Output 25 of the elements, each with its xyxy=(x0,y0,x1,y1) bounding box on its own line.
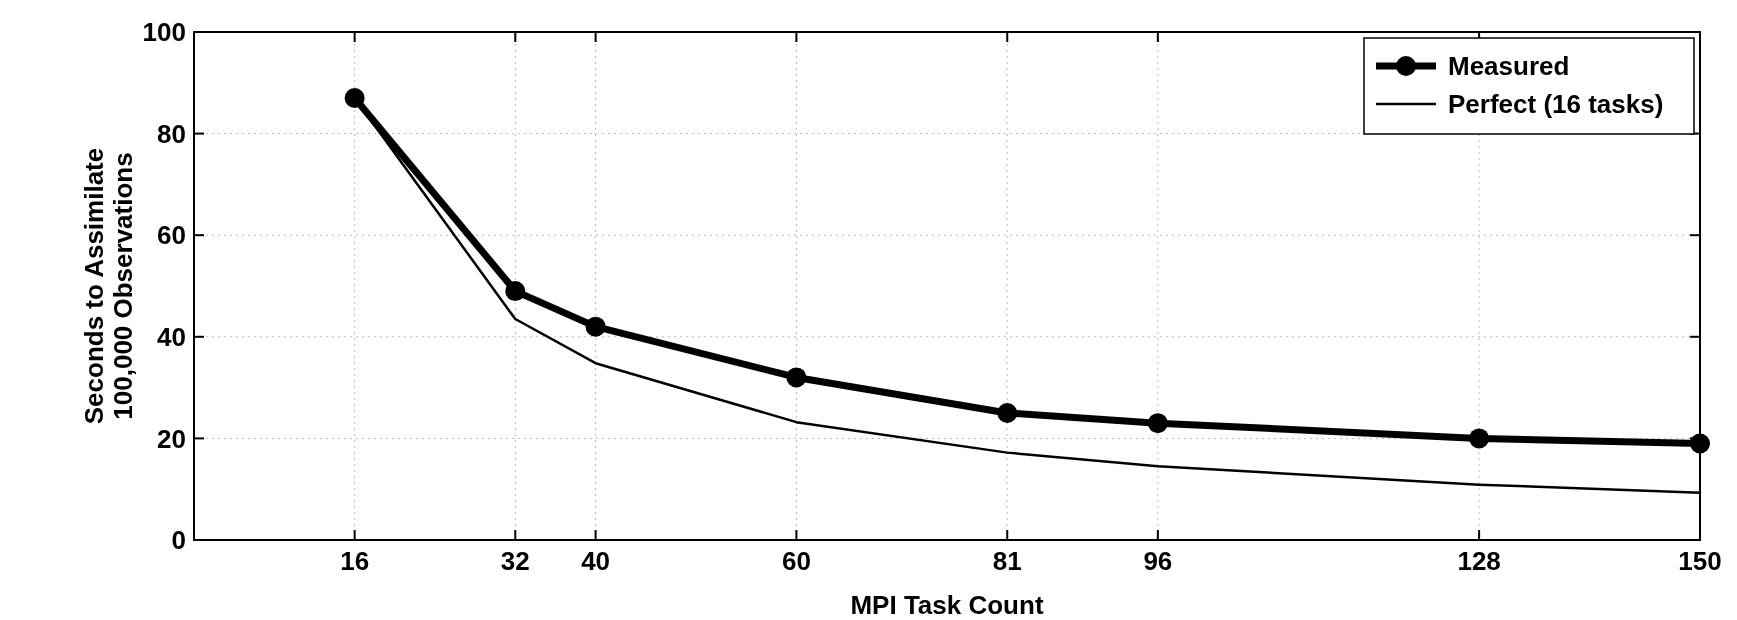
point xyxy=(585,316,606,337)
point xyxy=(997,403,1018,423)
point xyxy=(786,367,807,388)
y-tick-label: 0 xyxy=(171,525,186,556)
x-axis-title: MPI Task Count xyxy=(850,590,1044,620)
legend-label: Perfect (16 tasks) xyxy=(1448,89,1664,120)
y-tick-label: 60 xyxy=(157,220,186,251)
y-axis-title: Seconds to Assimilate 100,000 Observations xyxy=(79,147,138,425)
point xyxy=(505,281,526,302)
x-tick-label: 16 xyxy=(340,546,370,576)
point xyxy=(1147,413,1168,434)
y-tick-label: 100 xyxy=(142,17,186,48)
x-tick-label: 128 xyxy=(1457,546,1501,576)
point xyxy=(1690,433,1710,454)
y-tick-label: 40 xyxy=(157,321,186,352)
y-tick-label: 20 xyxy=(157,423,186,454)
x-tick-label: 40 xyxy=(581,546,611,576)
legend-label: Measured xyxy=(1448,51,1570,82)
x-tick-label: 60 xyxy=(781,546,811,576)
x-tick-label: 96 xyxy=(1143,546,1173,576)
y-tick-label: 80 xyxy=(157,118,186,149)
x-tick-label: 32 xyxy=(500,546,530,576)
x-tick-label: 150 xyxy=(1678,546,1722,576)
x-tick-label: 81 xyxy=(992,546,1022,576)
point xyxy=(1469,428,1490,449)
